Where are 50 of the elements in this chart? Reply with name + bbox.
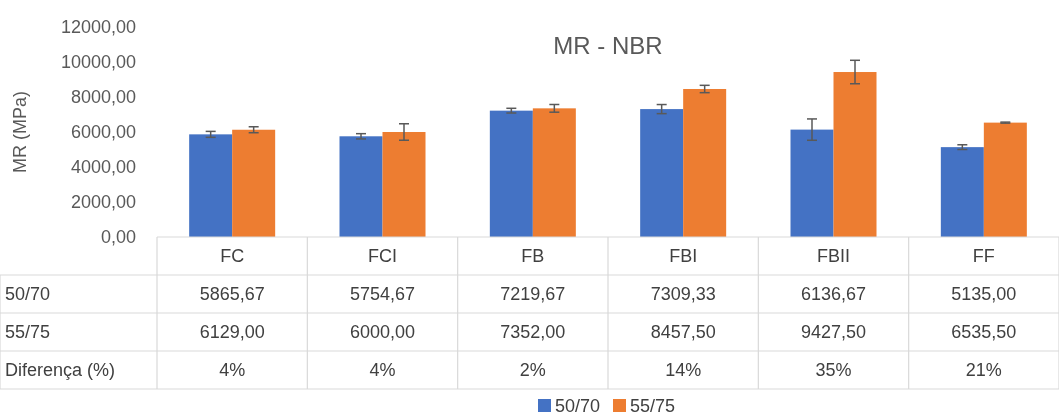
data-label: 5754,67 bbox=[349, 284, 416, 305]
bar bbox=[339, 136, 383, 237]
text: 55/75 bbox=[5, 322, 51, 343]
x-tick-label: FBI bbox=[669, 246, 698, 267]
y-tick-label: 6000,00 bbox=[70, 122, 136, 143]
y-tick-label: 8000,00 bbox=[70, 87, 136, 108]
x-tick-label: FB bbox=[521, 246, 545, 267]
bar bbox=[940, 147, 984, 237]
x-tick-label: FF bbox=[972, 246, 995, 267]
text: 4% bbox=[369, 360, 396, 381]
data-label: 6000,00 bbox=[349, 322, 416, 343]
text: 14% bbox=[665, 360, 702, 381]
text: 4% bbox=[219, 360, 246, 381]
bar bbox=[189, 134, 233, 237]
bar bbox=[790, 129, 834, 237]
y-tick-label: 10000,00 bbox=[60, 52, 136, 73]
bar bbox=[833, 72, 877, 237]
y-tick-label: 4000,00 bbox=[70, 157, 136, 178]
text: 21% bbox=[965, 360, 1002, 381]
data-label: 6535,50 bbox=[951, 322, 1017, 343]
data-label: 8457,50 bbox=[650, 322, 716, 343]
legend-label: 55/75 bbox=[630, 396, 676, 417]
x-tick-label: FBII bbox=[816, 246, 851, 267]
y-tick-label: 0,00 bbox=[100, 227, 136, 248]
data-label: 9427,50 bbox=[800, 322, 867, 343]
bar bbox=[489, 110, 533, 237]
y-axis-title: MR (MPa) bbox=[10, 91, 30, 173]
text: 50/70 bbox=[5, 284, 51, 305]
data-label: 7309,33 bbox=[650, 284, 716, 305]
x-tick-label: FCI bbox=[368, 246, 397, 267]
chart-title: MR - NBR bbox=[553, 32, 663, 59]
data-label: 7352,00 bbox=[500, 322, 566, 343]
data-label: 5135,00 bbox=[951, 284, 1017, 305]
data-label: 7219,67 bbox=[500, 284, 566, 305]
bar bbox=[983, 122, 1027, 237]
data-label: 5865,67 bbox=[199, 284, 265, 305]
y-tick-label: 2000,00 bbox=[70, 192, 136, 213]
data-label: 6129,00 bbox=[199, 322, 265, 343]
bar bbox=[683, 88, 727, 237]
bar bbox=[532, 108, 576, 237]
x-tick-label: FC bbox=[220, 246, 245, 267]
text: 2% bbox=[519, 360, 546, 381]
bar bbox=[382, 132, 426, 237]
data-label: 6136,67 bbox=[800, 284, 867, 305]
text: 35% bbox=[815, 360, 852, 381]
bar bbox=[640, 109, 684, 237]
y-tick-label: 12000,00 bbox=[60, 17, 136, 38]
bar bbox=[232, 129, 276, 237]
legend-label: 50/70 bbox=[555, 396, 601, 417]
text: Diferença (%) bbox=[5, 360, 116, 381]
